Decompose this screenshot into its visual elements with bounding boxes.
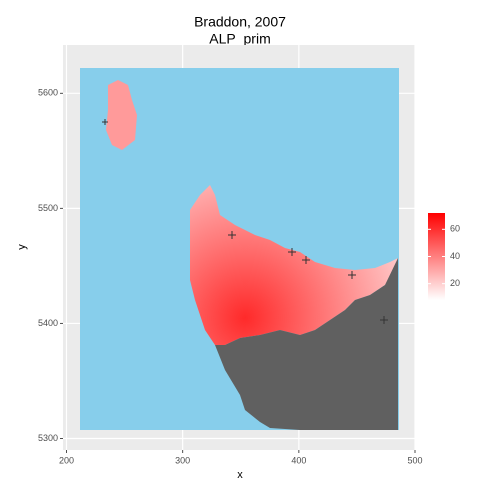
markers — [102, 119, 388, 324]
y-tick-label: 5300 — [38, 433, 58, 443]
x-tick-label: 300 — [175, 455, 190, 465]
x-axis-title: x — [237, 469, 243, 481]
colorbar-tick-label: 60 — [450, 224, 460, 234]
colorbar-tick-label: 20 — [450, 278, 460, 288]
y-tick-label: 5600 — [38, 88, 58, 98]
x-tick-label: 200 — [59, 455, 74, 465]
x-tick-label: 400 — [291, 455, 306, 465]
chart-title: Braddon, 2007 — [194, 14, 286, 30]
map — [80, 68, 399, 430]
y-tick-label: 5500 — [38, 203, 58, 213]
region-land — [215, 258, 398, 430]
y-axis-title: y — [16, 244, 28, 250]
region-heat — [190, 185, 398, 345]
region-island — [106, 80, 137, 150]
y-tick-label: 5400 — [38, 318, 58, 328]
chart-subtitle: ALP_prim — [209, 31, 270, 47]
x-tick-label: 500 — [407, 455, 422, 465]
colorbar-tick-label: 40 — [450, 251, 460, 261]
colorbar — [428, 213, 445, 300]
